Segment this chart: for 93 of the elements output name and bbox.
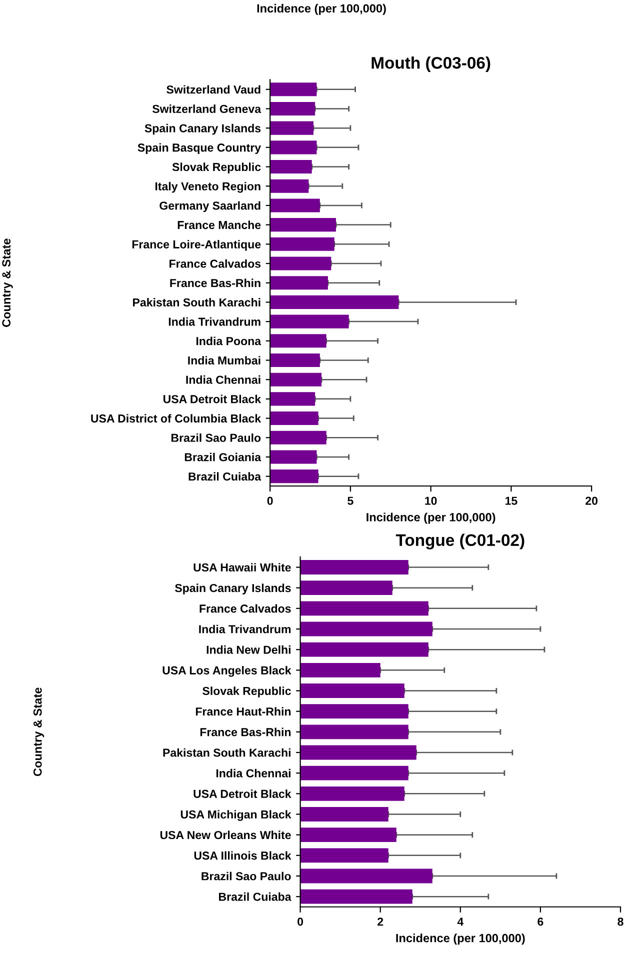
x-tick-label: 4 [457,918,464,926]
bar [270,198,320,212]
y-tick-label: India Chennai [186,375,260,384]
bar [300,745,416,760]
x-tick-label: 8 [618,918,624,926]
bar [300,684,404,698]
y-tick-label: USA District of Columbia Black [91,414,262,423]
y-tick-label: USA Los Angeles Black [162,666,292,677]
bar [300,766,408,780]
y-tick-label: France Bas-Rhin [170,278,260,288]
x-tick-label: 10 [425,496,437,505]
x-tick-label: 20 [586,496,598,505]
x-tick-label: 15 [506,496,518,505]
bar [270,470,318,484]
bar [300,889,412,904]
bar [300,828,396,842]
bar [270,276,328,290]
bar [270,295,399,309]
bar [270,218,336,232]
bar [270,314,349,328]
y-tick-label: Italy Veneto Region [155,182,260,193]
y-tick-label: India Poona [196,336,262,346]
y-tick-label: USA Illinois Black [194,851,292,860]
bar [270,160,312,174]
x-axis-title: Incidence (per 100,000) [396,934,525,945]
bar [300,704,408,719]
y-tick-label: Switzerland Vaud [166,85,260,94]
bar [270,372,322,386]
y-tick-label: France Calvados [200,604,291,613]
x-tick-label: 2 [378,918,384,926]
y-tick-label: France Haut-Rhin [196,707,291,716]
y-tick-label: Brazil Cuiaba [188,472,262,481]
y-tick-label: India Chennai [216,768,290,778]
y-tick-label: India New Delhi [206,645,290,654]
bar [300,724,408,740]
bar [300,642,428,657]
y-tick-label: USA Detroit Black [194,789,292,798]
chart-title: Tongue (C01-02) [396,534,524,550]
y-tick-label: India Trivandrum [168,317,260,326]
y-tick-label: France Manche [178,220,261,230]
y-tick-label: Switzerland Geneva [152,104,262,114]
bar [300,868,432,884]
y-tick-label: Spain Basque Country [138,143,261,154]
bar [300,807,388,822]
y-axis-title: Country & State [2,238,13,327]
x-tick-label: 0 [298,918,304,926]
bar [270,179,309,193]
bar [270,334,326,348]
y-tick-label: India Trivandrum [199,624,291,634]
y-tick-label: France Calvados [170,259,261,268]
bar [270,353,320,368]
bar [270,256,332,270]
y-tick-label: USA Michigan Black [180,810,292,821]
bar [270,102,316,116]
y-tick-label: Brazil Sao Paulo [171,433,261,442]
x-tick-label: 5 [348,496,354,505]
bar [270,140,317,154]
bar [300,580,392,596]
y-tick-label: USA Detroit Black [164,394,262,404]
y-tick-label: Brazil Cuiaba [219,892,292,901]
y-tick-label: Slovak Republic [202,686,291,698]
bar [270,412,318,426]
bar [300,786,404,801]
y-tick-label: Slovak Republic [172,162,261,174]
y-tick-label: Pakistan South Karachi [133,298,260,306]
text: Incidence (per 100,000) [257,4,386,15]
y-tick-label: Spain Canary Islands [174,584,291,594]
y-tick-label: USA New Orleans White [160,830,291,840]
bar [300,622,432,636]
y-tick-label: Pakistan South Karachi [163,748,290,757]
y-tick-label: USA Hawaii White [194,563,291,572]
y-tick-label: Spain Canary Islands [144,124,261,135]
x-tick-label: 6 [538,918,544,926]
bar [300,848,388,863]
bar [270,121,314,135]
bar [270,392,316,406]
bar [270,82,317,96]
x-axis-title: Incidence (per 100,000) [366,512,496,524]
y-tick-label: India Mumbai [188,356,260,365]
y-axis-title: Country & State [33,688,44,776]
bar [300,601,428,616]
chart-title: Mouth (C03-06) [372,56,490,72]
y-tick-label: France Bas-Rhin [200,728,291,736]
y-tick-label: Germany Saarland [160,201,260,212]
y-tick-label: France Loire-Atlantique [132,240,261,251]
bar [270,430,326,444]
bar [300,662,380,678]
y-tick-label: Brazil Goiania [184,452,262,462]
bar [270,450,317,464]
bar [270,237,334,251]
x-tick-label: 0 [267,496,273,505]
y-tick-label: Brazil Sao Paulo [202,872,291,880]
bar [300,560,408,574]
